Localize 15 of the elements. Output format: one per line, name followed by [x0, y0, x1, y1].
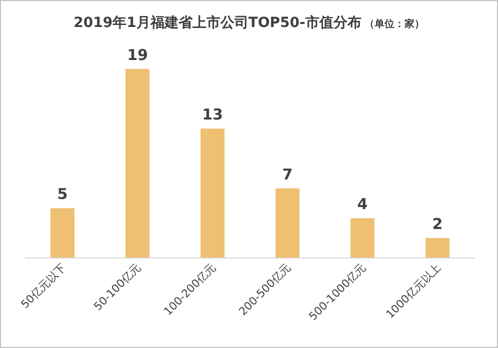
bar [350, 218, 374, 258]
data-label: 13 [202, 106, 223, 124]
chart-title: 2019年1月福建省上市公司TOP50-市值分布 [74, 14, 362, 31]
x-tick-label: 50亿元以下 [18, 260, 69, 312]
data-label: 7 [282, 165, 293, 184]
data-label: 5 [57, 185, 68, 204]
bar [426, 238, 450, 258]
bar [200, 128, 224, 258]
data-label: 2 [432, 215, 443, 234]
data-label: 19 [127, 46, 148, 64]
chart-subtitle: （单位：家） [364, 18, 424, 30]
bar [50, 208, 74, 258]
bar [276, 188, 300, 258]
data-label: 4 [357, 195, 368, 214]
bar [126, 68, 150, 258]
